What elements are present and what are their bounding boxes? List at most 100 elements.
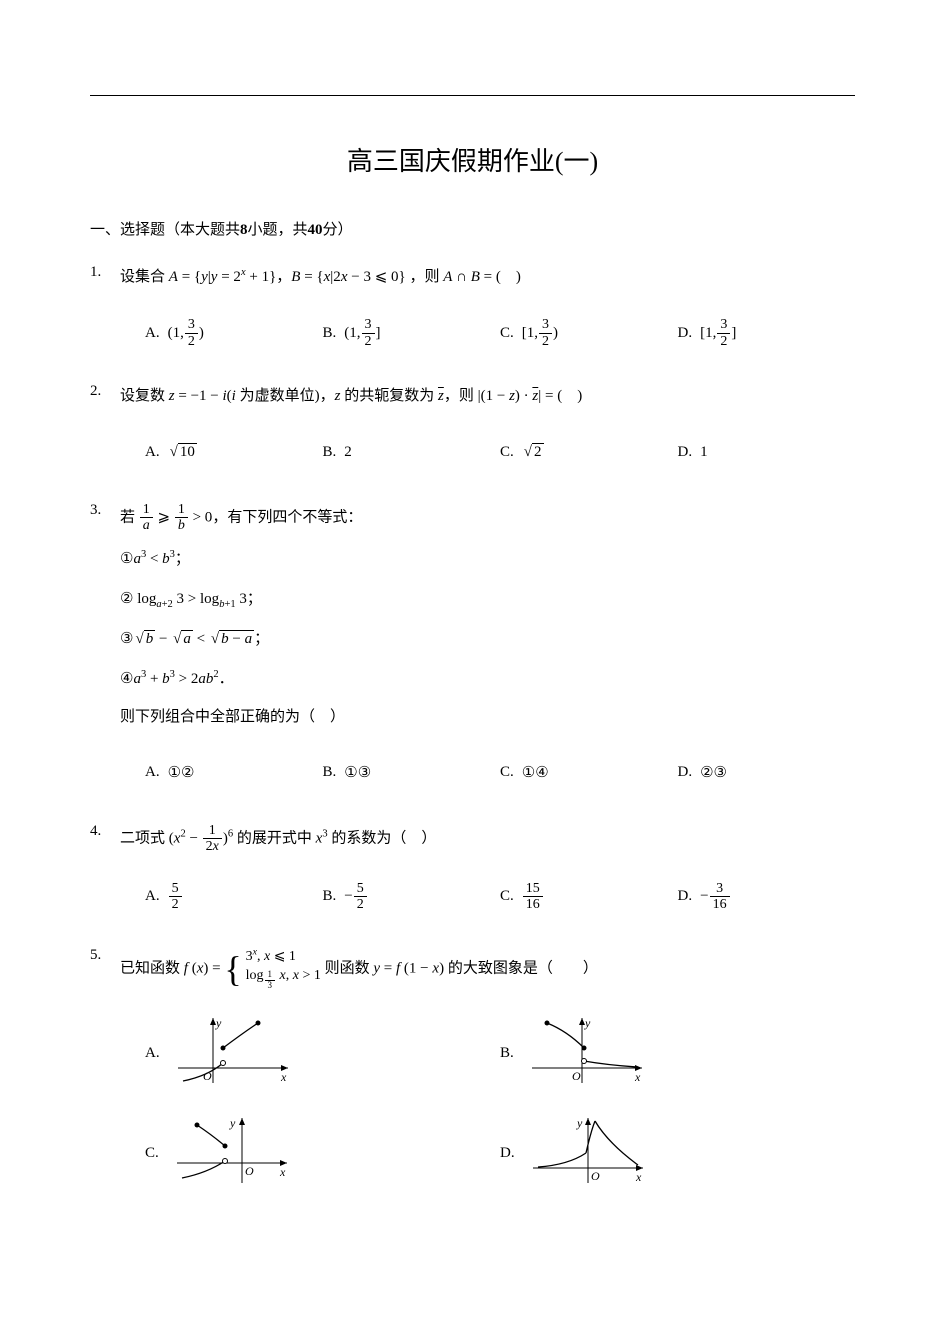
svg-text:y: y: [215, 1016, 222, 1030]
q2-opt-D[interactable]: D. 1: [678, 432, 856, 472]
q4-opt-A[interactable]: A. 52: [145, 877, 323, 917]
q1-A-label: A.: [145, 325, 160, 342]
section-count: 8: [240, 222, 248, 238]
q1-C-label: C.: [500, 325, 514, 342]
q5-options: A. O y x: [120, 1013, 855, 1213]
q4-C-label: C.: [500, 888, 514, 905]
q5-opt-C[interactable]: C. O y x: [145, 1113, 500, 1193]
question-5: 5. 已知函数 f (x) = { 3x, x ⩽ 1 log13 x, x >…: [90, 947, 855, 1214]
q3-line3: ③b − a < b − a；: [120, 624, 855, 654]
q1-opt-A[interactable]: A.(1, 32): [145, 313, 323, 353]
q3-l2-circ: ②: [120, 591, 133, 607]
svg-text:O: O: [572, 1069, 581, 1083]
q1-stem-a: 设集合: [120, 269, 169, 285]
q5-number: 5.: [90, 947, 120, 964]
q4-opt-D[interactable]: D.−316: [678, 877, 856, 917]
q5-opt-D[interactable]: D. O y x: [500, 1113, 855, 1193]
q5-stem-a: 已知函数: [120, 960, 184, 976]
top-rule: [90, 95, 855, 96]
page: 高三国庆假期作业(一) 一、选择题（本大题共8小题，共40分） 1. 设集合 A…: [0, 0, 945, 1303]
q4-B-d: 2: [354, 897, 367, 912]
question-2: 2. 设复数 z = −1 − i(i 为虚数单位)，z 的共轭复数为 z，则 …: [90, 383, 855, 472]
q2-B-val: 2: [344, 444, 352, 461]
q4-A-label: A.: [145, 888, 160, 905]
q3-opt-A[interactable]: A. ①②: [145, 753, 323, 793]
question-4: 4. 二项式 (x2 − 12x)6 的展开式中 x3 的系数为（ ） A.52…: [90, 823, 855, 917]
q1-opt-B[interactable]: B.(1, 32]: [323, 313, 501, 353]
q4-stem-a: 二项式: [120, 830, 169, 846]
q1-options: A.(1, 32) B.(1, 32] C.[1, 32) D.[1, 32]: [120, 313, 855, 353]
page-title: 高三国庆假期作业(一): [90, 141, 855, 178]
q2-number: 2.: [90, 383, 120, 400]
q3-number: 3.: [90, 502, 120, 519]
q4-opt-B[interactable]: B.−52: [323, 877, 501, 917]
q3-l3-circ: ③: [120, 631, 133, 647]
q2-D-label: D.: [678, 444, 693, 461]
q4-A-d: 2: [169, 897, 182, 912]
q5-graph-B: O y x: [522, 1013, 652, 1093]
q5-opt-A[interactable]: A. O y x: [145, 1013, 500, 1093]
q3-D-label: D.: [678, 764, 693, 781]
section-mid: 小题，共: [248, 222, 308, 238]
q5-opt-B[interactable]: B. O y x: [500, 1013, 855, 1093]
q4-number: 4.: [90, 823, 120, 840]
q3-B-label: B.: [323, 764, 337, 781]
q1-opt-C[interactable]: C.[1, 32): [500, 313, 678, 353]
q5-stem-b: 则函数: [325, 960, 374, 976]
q2-opt-B[interactable]: B. 2: [323, 432, 501, 472]
q3-stem-b: ，有下列四个不等式：: [212, 509, 362, 525]
q3-opt-B[interactable]: B.①③: [323, 753, 501, 793]
q2-stem-a: 设复数: [120, 388, 169, 404]
q4-stem-b: 的展开式中: [233, 830, 316, 846]
q3-stem: 若 1a ⩾ 1b > 0，有下列四个不等式：: [120, 502, 855, 534]
svg-text:y: y: [229, 1116, 236, 1130]
q1-stem: 设集合 A = {y|y = 2x + 1}，B = {x|2x − 3 ⩽ 0…: [120, 264, 855, 291]
q4-B-n: 5: [354, 881, 367, 897]
q5-graph-D: O y x: [523, 1113, 653, 1193]
q4-D-neg: −: [700, 888, 708, 905]
q4-D-d: 16: [710, 897, 730, 912]
q3-l1-circ: ①: [120, 551, 133, 567]
q4-A-n: 5: [169, 881, 182, 897]
q3-A-label: A.: [145, 764, 160, 781]
q3-opt-D[interactable]: D. ②③: [678, 753, 856, 793]
q2-D-val: 1: [700, 444, 708, 461]
svg-text:y: y: [576, 1116, 583, 1130]
q2-stem-e: ，则: [444, 388, 478, 404]
q3-A-val: ①②: [168, 763, 195, 782]
svg-text:x: x: [635, 1170, 642, 1184]
q2-stem-b: 为虚数单位: [236, 388, 315, 404]
svg-text:x: x: [634, 1070, 641, 1084]
q5-body: 已知函数 f (x) = { 3x, x ⩽ 1 log13 x, x > 1 …: [120, 947, 855, 1214]
svg-text:O: O: [245, 1164, 254, 1178]
q3-line2: ② loga+2 3 > logb+1 3；: [120, 584, 855, 614]
q5-A-label: A.: [145, 1045, 160, 1062]
q3-l4-circ: ④: [120, 671, 133, 687]
q3-options: A. ①② B.①③ C.①④ D. ②③: [120, 753, 855, 793]
q3-line4: ④a3 + b3 > 2ab2．: [120, 664, 855, 694]
q4-body: 二项式 (x2 − 12x)6 的展开式中 x3 的系数为（ ） A.52 B.…: [120, 823, 855, 917]
section-points: 40: [308, 222, 323, 238]
q2-A-label: A.: [145, 444, 160, 461]
q3-D-val: ②③: [700, 763, 727, 782]
section-prefix: 一、选择题（本大题共: [90, 222, 240, 238]
section-suffix: 分）: [323, 222, 353, 238]
svg-text:x: x: [280, 1070, 287, 1084]
q4-opt-C[interactable]: C.1516: [500, 877, 678, 917]
q4-B-label: B.: [323, 888, 337, 905]
q5-graph-A: O y x: [168, 1013, 298, 1093]
q2-opt-A[interactable]: A.10: [145, 432, 323, 472]
q2-opt-C[interactable]: C.2: [500, 432, 678, 472]
q1-D-label: D.: [678, 325, 693, 342]
q3-C-val: ①④: [522, 763, 549, 782]
q3-opt-C[interactable]: C.①④: [500, 753, 678, 793]
q2-stem-c: ，: [320, 388, 335, 404]
q1-number: 1.: [90, 264, 120, 281]
q4-D-label: D.: [678, 888, 693, 905]
q2-B-label: B.: [323, 444, 337, 461]
q5-graph-C: O y x: [167, 1113, 297, 1193]
q3-line1: ①a3 < b3；: [120, 544, 855, 574]
q4-stem: 二项式 (x2 − 12x)6 的展开式中 x3 的系数为（ ）: [120, 823, 855, 855]
q1-opt-D[interactable]: D.[1, 32]: [678, 313, 856, 353]
q1-body: 设集合 A = {y|y = 2x + 1}，B = {x|2x − 3 ⩽ 0…: [120, 264, 855, 353]
